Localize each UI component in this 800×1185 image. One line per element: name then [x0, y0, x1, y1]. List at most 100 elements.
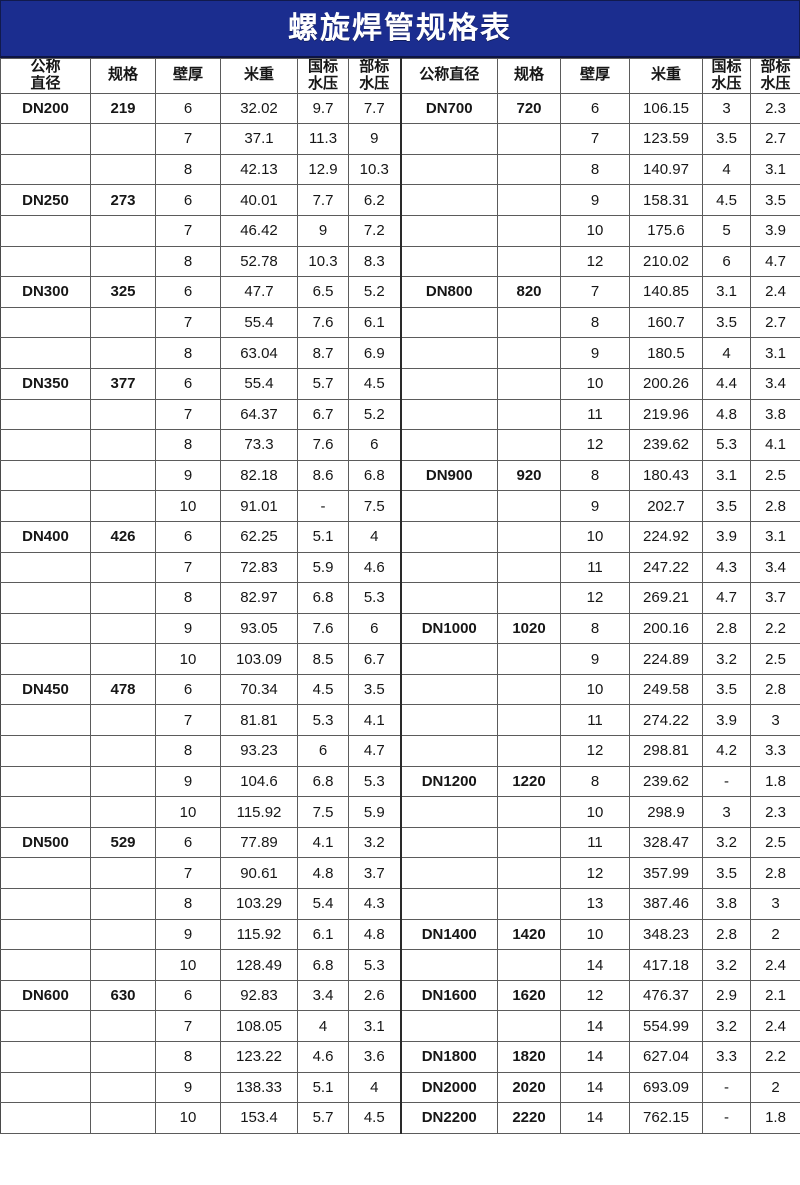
cell-right-spec: 820: [497, 276, 561, 308]
cell-right-gb-pressure: 2.8: [702, 918, 751, 951]
cell-right-mb-pressure: 2.4: [750, 1010, 800, 1042]
cell-right-nominal-diameter: DN1600: [399, 979, 498, 1012]
cell-right-gb-pressure: 3.8: [702, 888, 751, 920]
cell-left-nominal-diameter: [0, 490, 91, 522]
cell-right-spec: [497, 367, 561, 400]
cell-left-weight-per-meter: 62.25: [220, 520, 298, 553]
cell-right-gb-pressure: 3.2: [702, 1010, 751, 1042]
cell-right-gb-pressure: 3.2: [702, 949, 751, 981]
cell-left-mb-pressure: 3.5: [348, 673, 401, 706]
cell-left-mb-pressure: 3.1: [348, 1010, 401, 1042]
cell-right-wall-thickness: 8: [560, 153, 630, 186]
cell-right-weight-per-meter: 298.81: [629, 735, 703, 767]
table-row: DN600 630 6 92.83 3.4 2.6 DN1600 1620 12 476.37 2.…: [0, 979, 800, 1012]
cell-right-nominal-diameter: [399, 888, 498, 920]
table-row: 9 93.05 7.6 6 DN1000 1020 8 200.16 2.8 2.2: [0, 612, 800, 645]
cell-left-mb-pressure: 6: [348, 612, 401, 645]
cell-right-weight-per-meter: 298.9: [629, 796, 703, 828]
header-left-gb-pressure-line2: 水压: [307, 74, 338, 92]
cell-right-mb-pressure: 2.5: [750, 459, 800, 492]
cell-left-mb-pressure: 6.2: [348, 184, 401, 216]
cell-left-wall-thickness: 7: [155, 704, 221, 737]
header-row: 公称 直径 规格 壁厚 米重 国标 水压 部标 水压 公称直径 规格 壁厚 米重: [0, 58, 800, 94]
cell-left-nominal-diameter: [0, 153, 91, 186]
cell-right-mb-pressure: 3.1: [750, 520, 800, 553]
cell-right-nominal-diameter: DN1800: [399, 1041, 498, 1073]
table-row: 7 37.1 11.3 9 7 123.59 3.5 2.7: [0, 123, 800, 155]
cell-left-gb-pressure: 9.7: [297, 92, 349, 125]
cell-right-mb-pressure: 4.7: [750, 245, 800, 278]
cell-left-nominal-diameter: [0, 857, 91, 890]
cell-right-wall-thickness: 10: [560, 673, 630, 706]
cell-right-nominal-diameter: DN1200: [399, 765, 498, 798]
cell-left-spec: [90, 643, 156, 675]
cell-right-weight-per-meter: 627.04: [629, 1041, 703, 1073]
table-row: 8 73.3 7.6 6 12 239.62 5.3 4.1: [0, 429, 800, 461]
cell-left-weight-per-meter: 64.37: [220, 398, 298, 431]
cell-left-nominal-diameter: [0, 643, 91, 675]
cell-left-gb-pressure: 6.5: [297, 276, 349, 308]
cell-left-gb-pressure: 5.3: [297, 704, 349, 737]
cell-right-weight-per-meter: 387.46: [629, 888, 703, 920]
cell-right-spec: 920: [497, 459, 561, 492]
cell-right-gb-pressure: 3.5: [702, 673, 751, 706]
cell-left-wall-thickness: 6: [155, 673, 221, 706]
cell-left-mb-pressure: 6: [348, 429, 401, 461]
header-left-gb-pressure-line1: 国标: [307, 58, 338, 75]
cell-right-weight-per-meter: 219.96: [629, 398, 703, 431]
cell-right-weight-per-meter: 249.58: [629, 673, 703, 706]
cell-right-weight-per-meter: 328.47: [629, 826, 703, 859]
cell-left-spec: [90, 245, 156, 278]
cell-right-gb-pressure: 4.5: [702, 184, 751, 216]
cell-left-wall-thickness: 6: [155, 520, 221, 553]
table-row: 7 108.05 4 3.1 14 554.99 3.2 2.4: [0, 1010, 800, 1042]
cell-left-mb-pressure: 10.3: [348, 153, 401, 186]
cell-right-wall-thickness: 14: [560, 1071, 630, 1104]
cell-right-wall-thickness: 10: [560, 367, 630, 400]
cell-right-spec: [497, 520, 561, 553]
cell-right-gb-pressure: -: [702, 765, 751, 798]
cell-left-mb-pressure: 3.6: [348, 1041, 401, 1073]
header-left-nominal-diameter: 公称 直径: [0, 58, 91, 94]
cell-left-mb-pressure: 7.7: [348, 92, 401, 125]
table-row: 8 93.23 6 4.7 12 298.81 4.2 3.3: [0, 735, 800, 767]
cell-left-gb-pressure: 4.6: [297, 1041, 349, 1073]
cell-left-weight-per-meter: 91.01: [220, 490, 298, 522]
cell-left-spec: 273: [90, 184, 156, 216]
cell-left-wall-thickness: 8: [155, 735, 221, 767]
cell-right-mb-pressure: 3.4: [750, 551, 800, 584]
cell-left-spec: 630: [90, 979, 156, 1012]
cell-right-nominal-diameter: [399, 857, 498, 890]
table-row: 8 82.97 6.8 5.3 12 269.21 4.7 3.7: [0, 582, 800, 614]
table-row: 7 81.81 5.3 4.1 11 274.22 3.9 3: [0, 704, 800, 737]
cell-right-nominal-diameter: [399, 398, 498, 431]
cell-left-nominal-diameter: [0, 245, 91, 278]
cell-right-gb-pressure: 4: [702, 337, 751, 369]
cell-right-nominal-diameter: [399, 735, 498, 767]
cell-left-weight-per-meter: 82.97: [220, 582, 298, 614]
cell-left-spec: [90, 765, 156, 798]
cell-left-spec: [90, 704, 156, 737]
cell-right-wall-thickness: 10: [560, 918, 630, 951]
cell-left-wall-thickness: 6: [155, 184, 221, 216]
cell-right-gb-pressure: 4.7: [702, 582, 751, 614]
cell-left-mb-pressure: 4.5: [348, 1102, 401, 1134]
cell-right-weight-per-meter: 200.16: [629, 612, 703, 645]
cell-left-wall-thickness: 7: [155, 306, 221, 339]
header-right-weight-per-meter: 米重: [629, 58, 703, 94]
cell-left-wall-thickness: 7: [155, 214, 221, 247]
cell-right-mb-pressure: 3.9: [750, 214, 800, 247]
cell-left-weight-per-meter: 108.05: [220, 1010, 298, 1042]
header-right-mb-pressure-line2: 水压: [760, 74, 791, 92]
cell-left-nominal-diameter: [0, 337, 91, 369]
table-row: 7 46.42 9 7.2 10 175.6 5 3.9: [0, 214, 800, 247]
cell-right-spec: [497, 245, 561, 278]
cell-right-nominal-diameter: [399, 826, 498, 859]
pipe-spec-table: 公称 直径 规格 壁厚 米重 国标 水压 部标 水压 公称直径 规格 壁厚 米重: [0, 58, 800, 1134]
cell-right-mb-pressure: 3.5: [750, 184, 800, 216]
cell-left-wall-thickness: 8: [155, 582, 221, 614]
cell-left-weight-per-meter: 46.42: [220, 214, 298, 247]
cell-right-nominal-diameter: [399, 214, 498, 247]
cell-right-mb-pressure: 4.1: [750, 429, 800, 461]
cell-left-nominal-diameter: DN250: [0, 184, 91, 216]
